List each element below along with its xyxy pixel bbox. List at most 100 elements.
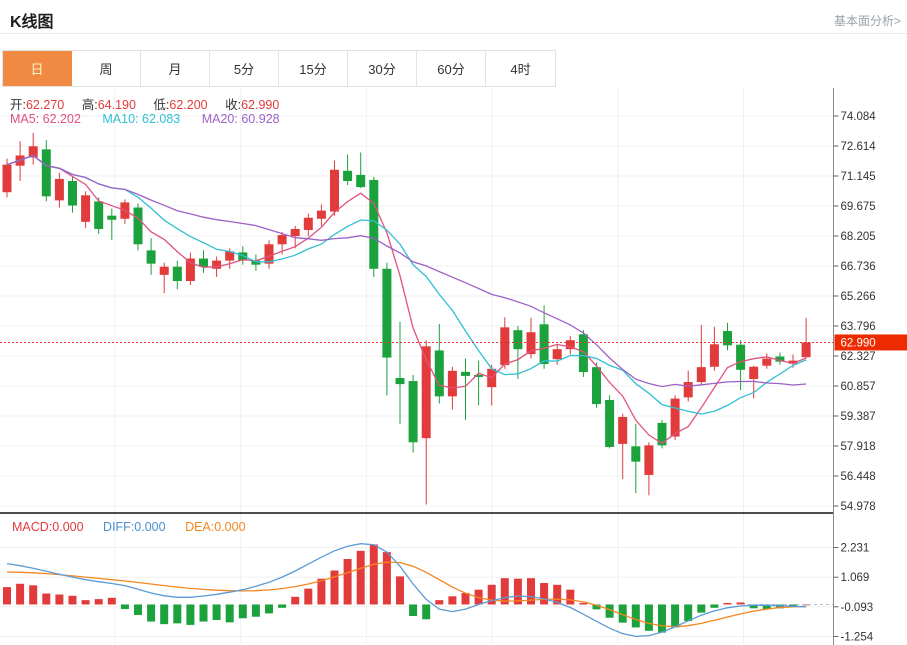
candle-body [670,398,680,437]
macd-hist-bar [697,604,706,613]
macd-hist-bar [120,604,129,610]
page-title: K线图 [10,14,54,31]
low-label: 低: [153,98,170,112]
macd-hist-bar [723,602,732,605]
price-tick-label: 60.857 [841,381,876,393]
candle-body [54,178,64,201]
candle-body [172,266,182,282]
price-tick-label: 54.978 [841,501,876,513]
macd-hist-bar [251,604,260,617]
candle-body [343,170,353,181]
close-label: 收: [225,98,242,112]
open-label: 开: [10,98,26,112]
candle-body [68,180,77,206]
low-value: 62.200 [169,98,208,112]
tab-period-3[interactable]: 5分 [210,51,279,86]
tab-period-7[interactable]: 4时 [486,51,555,86]
macd-label: MACD: [12,520,53,534]
candle-body [644,445,654,475]
candle-body [264,244,274,264]
macd-hist-bar [658,604,666,633]
candle-body [369,179,379,269]
price-tick-label: 74.084 [841,111,877,123]
period-tab-bar: 日周月 5分 15分 30分 60分 4时 [2,50,556,87]
macd-hist-bar [81,600,90,605]
tab-period-4[interactable]: 15分 [279,51,348,86]
macd-hist-bar [199,604,208,622]
macd-hist-bar [644,604,653,631]
macd-value: 0.000 [52,520,84,534]
candle-body [526,332,536,355]
macd-hist-bar [396,576,404,605]
macd-hist-bar [409,604,418,616]
macd-tick-label: -0.093 [841,602,874,614]
candle-body [683,382,693,398]
macd-hist-bar [618,604,627,623]
candle-body [447,370,457,397]
macd-tick-label: 2.231 [841,543,870,555]
price-tick-label: 66.736 [841,261,876,273]
open-value: 62.270 [25,98,65,112]
macd-hist-bar [291,596,300,605]
macd-hist-bar [68,595,77,605]
candle-body [94,201,104,229]
candle-body [421,346,431,439]
tab-period-2[interactable]: 月 [141,51,210,86]
dea-label: DEA: [185,520,215,534]
candle-body [500,327,510,366]
candle-body [736,344,746,370]
macd-hist-bar [94,599,103,605]
ma20-value: 60.928 [241,112,280,126]
ma10-line [6,154,807,415]
macd-hist-bar [605,604,614,618]
macd-hist-bar [369,544,378,605]
header-divider [0,33,907,34]
macd-hist-bar [802,604,811,606]
macd-hist-bar [461,592,470,605]
tab-period-1[interactable]: 周 [72,51,141,86]
macd-tick-label: -1.254 [841,632,874,644]
dea-value: 0.000 [214,520,246,534]
candle-body [788,360,798,364]
candle-body [539,324,549,365]
macd-hist-bar [749,604,758,609]
macd-hist-bar [527,578,535,605]
candle-body [251,260,261,265]
candle-body [41,149,51,197]
candle-body [565,340,575,350]
candle-body [513,330,523,350]
fundamental-analysis-link[interactable]: 基本面分析> [833,14,901,28]
candle-body [434,350,444,397]
diff-line [6,543,807,638]
candle-body [709,344,719,367]
price-tick-label: 59.387 [841,411,876,423]
macd-tick-label: 1.069 [841,572,870,584]
candle-body [199,258,208,267]
candle-body [631,446,641,462]
candle-body [762,358,772,366]
candle-body [107,215,117,220]
macd-hist-bar [265,604,273,614]
macd-hist-bar [382,552,391,605]
macd-hist-bar [134,604,142,615]
candle-body [749,366,759,379]
macd-hist-bar [16,583,25,605]
macd-hist-bar [513,578,522,605]
macd-hist-bar [107,597,116,605]
macd-hist-bar [147,604,156,622]
macd-hist-bar [579,602,588,605]
candle-body [592,367,601,405]
tab-period-5[interactable]: 30分 [348,51,417,86]
tab-period-0[interactable]: 日 [3,51,72,86]
ma5-label: MA5: [10,112,40,126]
macd-hist-bar [500,578,509,605]
candle-body [146,250,156,264]
tab-period-6[interactable]: 60分 [417,51,486,86]
macd-hist-bar [566,589,575,605]
macd-hist-bar [435,600,444,605]
price-tick-label: 57.918 [841,441,876,453]
candle-body [238,252,248,261]
candle-body [775,356,785,362]
macd-hist-bar [684,604,693,622]
